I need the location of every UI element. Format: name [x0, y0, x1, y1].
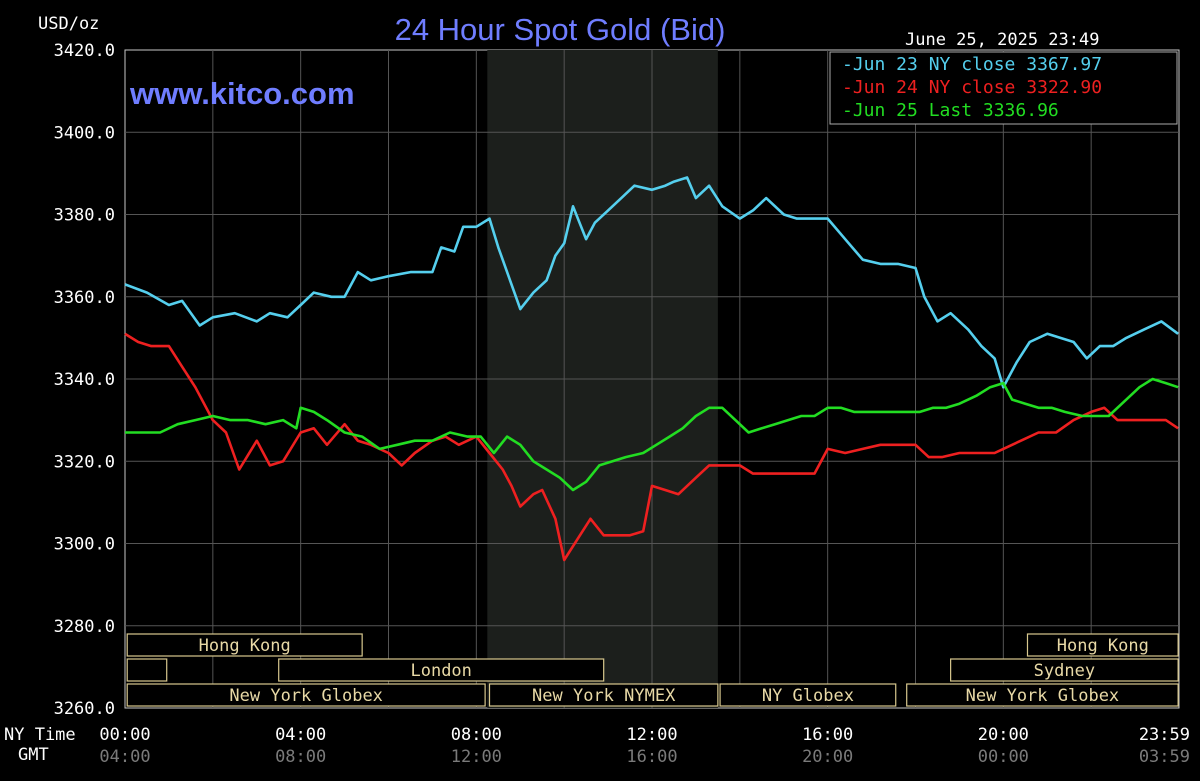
series-line: [124, 332, 1179, 562]
ny-time-row-label: NY Time: [4, 725, 76, 745]
session-box: NY Globex: [719, 683, 897, 707]
y-tick-label: 3320.0: [54, 452, 115, 472]
x-axis-ticks: NY Time GMT 00:00 04:00 08:00 12:00 16:00 20:…: [4, 725, 1190, 767]
grid-lines: [125, 50, 1179, 708]
session-label: London: [410, 661, 471, 681]
x-tick-ny: 00:00: [99, 725, 150, 745]
y-tick-label: 3380.0: [54, 206, 115, 226]
x-tick-gmt: 03:59: [1139, 747, 1190, 767]
x-tick-gmt: 04:00: [99, 747, 150, 767]
x-tick-ny: 23:59: [1139, 725, 1190, 745]
session-box: Sydney: [950, 658, 1179, 682]
legend-box: [829, 51, 1178, 125]
x-tick-ny: 20:00: [978, 725, 1029, 745]
y-tick-label: 3300.0: [54, 535, 115, 555]
session-label: Hong Kong: [199, 636, 291, 656]
session-outline: [278, 658, 605, 682]
series-line: [125, 377, 1179, 492]
session-box: [126, 658, 168, 682]
x-tick-gmt: 20:00: [802, 747, 853, 767]
session-label: NY Globex: [762, 686, 854, 706]
x-tick-gmt: 12:00: [451, 747, 502, 767]
session-box: London: [278, 658, 605, 682]
y-axis-ticks: 3420.0 3400.0 3380.0 3360.0 3340.0 3320.0 3300…: [54, 41, 115, 719]
session-label: Hong Kong: [1057, 636, 1149, 656]
x-tick-ny: 12:00: [626, 725, 677, 745]
session-outline: [126, 633, 363, 657]
timestamp: June 25, 2025 23:49: [905, 30, 1099, 50]
session-outline: [906, 683, 1179, 707]
gmt-row-label: GMT: [18, 745, 49, 765]
kitco-watermark: www.kitco.com: [129, 76, 355, 111]
session-box: New York NYMEX: [488, 683, 719, 707]
session-outline: [1026, 633, 1179, 657]
price-series: [124, 176, 1179, 562]
y-tick-label: 3340.0: [54, 370, 115, 390]
y-tick-label: 3360.0: [54, 288, 115, 308]
session-box: Hong Kong: [126, 633, 363, 657]
legend-entry: -Jun 23 NY close 3367.97: [842, 54, 1102, 75]
session-outline: [719, 683, 897, 707]
x-tick-ny: 16:00: [802, 725, 853, 745]
session-outline: [126, 658, 168, 682]
chart-title: 24 Hour Spot Gold (Bid): [395, 12, 726, 47]
legend: -Jun 23 NY close 3367.97-Jun 24 NY close…: [829, 51, 1178, 125]
y-tick-label: 3400.0: [54, 123, 115, 143]
y-tick-label: 3280.0: [54, 617, 115, 637]
session-box: New York Globex: [126, 683, 486, 707]
legend-entry: -Jun 24 NY close 3322.90: [842, 77, 1102, 98]
session-box: Hong Kong: [1026, 633, 1179, 657]
market-sessions: Hong Kong Hong Kong London Sydney New York G…: [126, 633, 1179, 707]
y-tick-label: 3420.0: [54, 41, 115, 61]
session-label: New York Globex: [229, 686, 383, 706]
session-box: New York Globex: [906, 683, 1179, 707]
legend-entry: -Jun 25 Last 3336.96: [842, 100, 1059, 121]
unit-label: USD/oz: [38, 14, 99, 34]
x-tick-ny: 04:00: [275, 725, 326, 745]
session-outline: [950, 658, 1179, 682]
y-tick-label: 3260.0: [54, 699, 115, 719]
x-tick-gmt: 00:00: [978, 747, 1029, 767]
x-tick-gmt: 16:00: [626, 747, 677, 767]
x-tick-gmt: 08:00: [275, 747, 326, 767]
session-label: New York NYMEX: [532, 686, 676, 706]
x-tick-ny: 08:00: [451, 725, 502, 745]
session-outline: [488, 683, 719, 707]
series-line: [124, 176, 1179, 389]
session-label: Sydney: [1034, 661, 1095, 681]
session-label: New York Globex: [966, 686, 1120, 706]
session-outline: [126, 683, 486, 707]
